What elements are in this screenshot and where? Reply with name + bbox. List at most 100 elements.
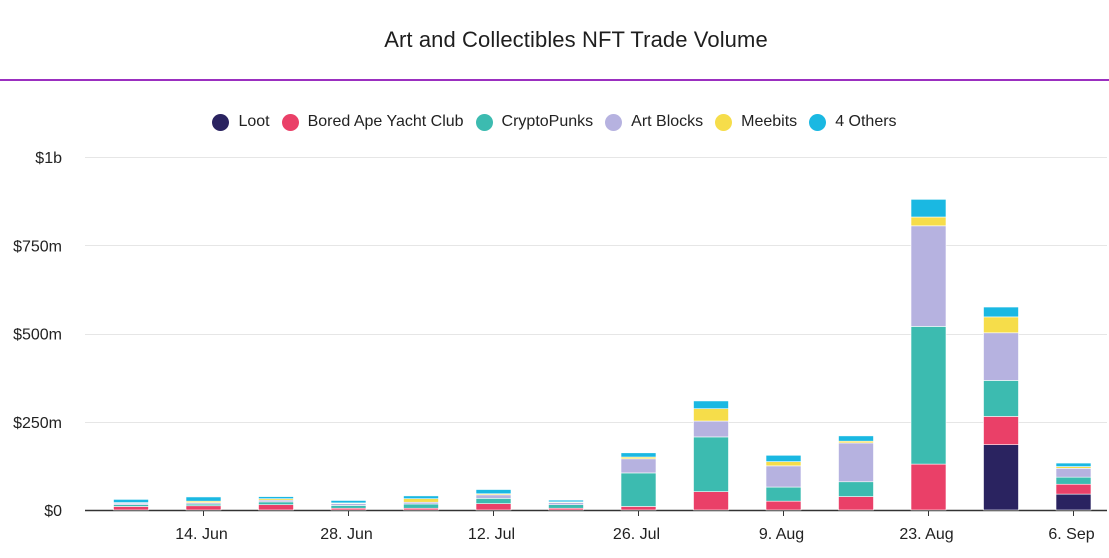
bar-stack-13[interactable] [1055, 462, 1092, 511]
bar-segment-art-blocks-11[interactable] [910, 225, 947, 327]
bar-stack-7[interactable] [620, 452, 657, 511]
x-tick-label-5: 23. Aug [899, 526, 953, 543]
bar-segment-cryptopunks-10[interactable] [838, 481, 874, 497]
legend-label-4-others: 4 Others [835, 113, 897, 130]
bar-stack-8[interactable] [693, 400, 729, 511]
bar-segment-cryptopunks-3[interactable] [330, 505, 367, 509]
legend-item-cryptopunks[interactable]: CryptoPunks [475, 113, 594, 131]
bar-segment-4-others-4[interactable] [403, 495, 439, 500]
bar-segment-art-blocks-5[interactable] [475, 494, 512, 499]
bar-stacks [113, 199, 1092, 511]
legend-label-bored-ape-yacht-club: Bored Ape Yacht Club [307, 113, 464, 130]
bar-segment-meebits-8[interactable] [693, 408, 729, 422]
bar-stack-2[interactable] [258, 496, 294, 511]
bar-segment-meebits-9[interactable] [765, 461, 802, 467]
legend-label-loot: Loot [238, 113, 270, 130]
x-tick-label-0: 14. Jun [175, 526, 227, 543]
bar-segment-art-blocks-9[interactable] [765, 465, 802, 488]
legend-swatch-meebits [715, 113, 733, 131]
bar-segment-meebits-11[interactable] [910, 216, 947, 227]
bar-segment-art-blocks-13[interactable] [1055, 468, 1092, 478]
bar-segment-bored-ape-yacht-club-0[interactable] [113, 506, 149, 511]
title-divider [0, 79, 1109, 81]
x-tick-label-3: 26. Jul [613, 526, 660, 543]
bar-segment-bored-ape-yacht-club-11[interactable] [910, 463, 947, 511]
bar-segment-4-others-12[interactable] [983, 306, 1019, 318]
bar-stack-5[interactable] [475, 489, 512, 511]
bar-segment-cryptopunks-2[interactable] [258, 501, 294, 506]
bar-segment-4-others-9[interactable] [765, 454, 802, 462]
bar-stack-10[interactable] [838, 435, 874, 511]
x-tick-label-2: 12. Jul [468, 526, 515, 543]
bar-segment-meebits-4[interactable] [403, 498, 439, 503]
bar-stack-9[interactable] [765, 454, 802, 511]
x-tick-label-6: 6. Sep [1048, 526, 1094, 543]
bar-segment-cryptopunks-4[interactable] [403, 503, 439, 509]
bar-segment-art-blocks-12[interactable] [983, 332, 1019, 381]
bar-segment-loot-13[interactable] [1055, 493, 1092, 511]
bar-segment-cryptopunks-11[interactable] [910, 326, 947, 465]
bar-stack-6[interactable] [548, 499, 584, 511]
bar-segment-loot-12[interactable] [983, 444, 1019, 511]
bar-segment-4-others-13[interactable] [1055, 462, 1092, 467]
bar-segment-cryptopunks-5[interactable] [475, 498, 512, 504]
y-tick-label-1: $250m [13, 415, 62, 432]
bar-segment-4-others-6[interactable] [548, 499, 584, 503]
bar-segment-cryptopunks-13[interactable] [1055, 476, 1092, 485]
bar-segment-art-blocks-6[interactable] [548, 502, 584, 506]
gridlines [85, 157, 1107, 512]
bar-segment-art-blocks-8[interactable] [693, 420, 729, 438]
chart-title: Art and Collectibles NFT Trade Volume [384, 27, 768, 52]
bar-segment-meebits-12[interactable] [983, 316, 1019, 334]
bar-segment-bored-ape-yacht-club-12[interactable] [983, 416, 1019, 445]
chart-legend: Loot Bored Ape Yacht Club CryptoPunks Ar… [0, 113, 1109, 131]
x-tick-label-1: 28. Jun [320, 526, 372, 543]
bar-stack-11[interactable] [910, 199, 947, 511]
bar-segment-art-blocks-7[interactable] [620, 458, 657, 474]
bar-segment-art-blocks-10[interactable] [838, 442, 874, 483]
bar-segment-4-others-5[interactable] [475, 489, 512, 495]
legend-item-loot[interactable]: Loot [212, 113, 270, 131]
legend-item-bored-ape-yacht-club[interactable]: Bored Ape Yacht Club [281, 113, 464, 131]
bar-segment-4-others-2[interactable] [258, 496, 294, 500]
y-axis-ticks: $0 $250m $500m $750m $1b [13, 150, 62, 520]
bar-segment-bored-ape-yacht-club-2[interactable] [258, 504, 294, 511]
bar-segment-bored-ape-yacht-club-1[interactable] [185, 505, 222, 511]
bar-segment-bored-ape-yacht-club-8[interactable] [693, 491, 729, 511]
bar-segment-bored-ape-yacht-club-13[interactable] [1055, 483, 1092, 495]
bar-stack-0[interactable] [113, 499, 149, 511]
bar-segment-bored-ape-yacht-club-7[interactable] [620, 506, 657, 511]
bar-segment-cryptopunks-8[interactable] [693, 436, 729, 492]
legend-item-art-blocks[interactable]: Art Blocks [605, 113, 703, 131]
bar-segment-4-others-11[interactable] [910, 199, 947, 218]
legend-label-meebits: Meebits [741, 113, 798, 130]
legend-swatch-art-blocks [605, 113, 623, 131]
x-tick-label-4: 9. Aug [759, 526, 804, 543]
bar-segment-bored-ape-yacht-club-10[interactable] [838, 496, 874, 511]
bar-segment-4-others-1[interactable] [185, 496, 222, 502]
bar-segment-bored-ape-yacht-club-9[interactable] [765, 500, 802, 511]
bar-segment-cryptopunks-7[interactable] [620, 472, 657, 507]
bar-segment-4-others-10[interactable] [838, 435, 874, 442]
bar-stack-1[interactable] [185, 496, 222, 511]
bar-segment-4-others-8[interactable] [693, 400, 729, 409]
bar-segment-4-others-7[interactable] [620, 452, 657, 458]
y-tick-label-0: $0 [44, 503, 62, 520]
legend-swatch-bored-ape-yacht-club [281, 113, 299, 131]
y-tick-label-2: $500m [13, 327, 62, 344]
bar-segment-cryptopunks-6[interactable] [548, 504, 584, 509]
bar-segment-4-others-3[interactable] [330, 500, 367, 504]
bar-stack-4[interactable] [403, 495, 439, 511]
bar-segment-4-others-0[interactable] [113, 499, 149, 503]
bar-segment-cryptopunks-12[interactable] [983, 380, 1019, 417]
legend-item-meebits[interactable]: Meebits [715, 113, 797, 131]
bar-stack-12[interactable] [983, 306, 1019, 511]
bar-segment-cryptopunks-9[interactable] [765, 486, 802, 502]
legend-item-4-others[interactable]: 4 Others [809, 113, 897, 131]
legend-label-art-blocks: Art Blocks [631, 113, 704, 130]
bar-segment-bored-ape-yacht-club-5[interactable] [475, 503, 512, 511]
y-tick-label-3: $750m [13, 238, 62, 255]
bar-stack-3[interactable] [330, 500, 367, 511]
legend-label-cryptopunks: CryptoPunks [501, 113, 594, 130]
